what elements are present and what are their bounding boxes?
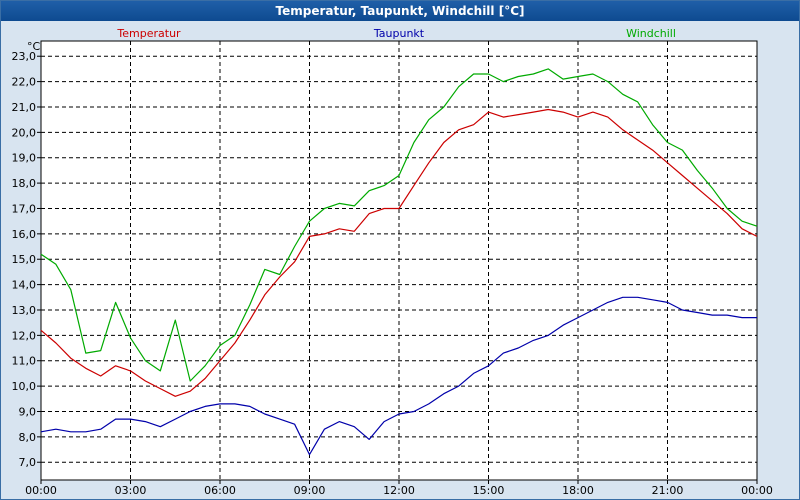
x-tick-time: 00:00 <box>25 484 57 497</box>
chart: °C 7,0 8,0 9,0 10,0 11,0 12,0 13,0 14,0 15,0 16,0 1… <box>12 27 773 497</box>
series-line-windchill <box>40 68 758 382</box>
y-tick-label: 16,0 <box>12 228 37 241</box>
x-tick-time: 15:00 <box>473 484 505 497</box>
x-tick-time: 18:00 <box>562 484 594 497</box>
y-tick-label: 7,0 <box>19 456 37 469</box>
y-tick-label: 14,0 <box>12 279 37 292</box>
y-tick-label: 8,0 <box>19 431 37 444</box>
y-tick-label: 18,0 <box>12 177 37 190</box>
y-tick-label: 21,0 <box>12 101 37 114</box>
y-tick-label: 22,0 <box>12 76 37 89</box>
series-line-temperatur <box>40 108 758 397</box>
series-lines <box>40 68 758 456</box>
y-tick-label: 15,0 <box>12 253 37 266</box>
y-unit-label: °C <box>27 40 41 53</box>
legend: Temperatur Taupunkt Windchill <box>116 27 676 40</box>
y-tick-label: 20,0 <box>12 126 37 139</box>
series-line-taupunkt <box>40 296 757 456</box>
legend-entry-taupunkt: Taupunkt <box>373 27 425 40</box>
y-tick-label: 19,0 <box>12 152 37 165</box>
x-axis: 00:0030.06.1303:0030.06.1306:0030.06.130… <box>25 480 773 497</box>
y-tick-label: 23,0 <box>12 50 37 63</box>
y-axis: °C 7,0 8,0 9,0 10,0 11,0 12,0 13,0 14,0 15,0 16,0 1… <box>12 40 41 469</box>
x-tick-time: 00:00 <box>741 484 773 497</box>
window-title: Temperatur, Taupunkt, Windchill [°C] <box>1 1 799 21</box>
x-tick-time: 06:00 <box>204 484 236 497</box>
y-tick-label: 11,0 <box>12 355 37 368</box>
x-tick-time: 09:00 <box>294 484 326 497</box>
y-tick-label: 13,0 <box>12 304 37 317</box>
y-tick-label: 17,0 <box>12 202 37 215</box>
legend-entry-windchill: Windchill <box>626 27 676 40</box>
y-tick-label: 9,0 <box>19 405 37 418</box>
legend-entry-temperatur: Temperatur <box>116 27 181 40</box>
x-tick-time: 21:00 <box>652 484 684 497</box>
grid <box>41 41 757 480</box>
x-tick-time: 03:00 <box>115 484 147 497</box>
y-tick-label: 12,0 <box>12 329 37 342</box>
x-tick-time: 12:00 <box>383 484 415 497</box>
y-tick-label: 10,0 <box>12 380 37 393</box>
